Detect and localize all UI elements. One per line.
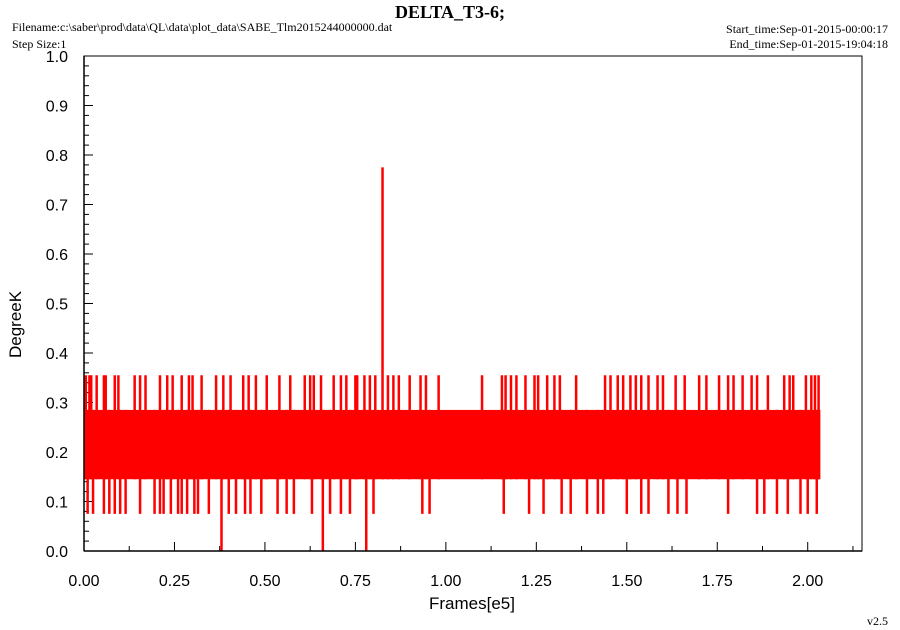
y-tick-label: 0.8	[46, 148, 68, 165]
y-tick-label: 0.6	[46, 247, 68, 264]
y-tick-label: 0.2	[46, 445, 68, 462]
x-axis-label: Frames[e5]	[429, 594, 515, 613]
x-tick-label: 0.00	[68, 573, 99, 590]
x-tick-label: 2.00	[792, 573, 823, 590]
y-tick-label: 0.4	[46, 346, 68, 363]
x-tick-label: 1.25	[521, 573, 552, 590]
step-size-label: Step Size:1	[12, 37, 67, 51]
filename-label: Filename:c:\saber\prod\data\QL\data\plot…	[12, 20, 393, 34]
series-band	[84, 409, 821, 480]
chart-title: DELTA_T3-6;	[394, 2, 506, 22]
y-tick-label: 1.0	[46, 49, 68, 66]
x-tick-label: 0.50	[249, 573, 280, 590]
y-tick-label: 0.0	[46, 544, 68, 561]
y-tick-label: 0.3	[46, 396, 68, 413]
x-tick-label: 1.75	[702, 573, 733, 590]
x-tick-label: 0.75	[340, 573, 371, 590]
y-tick-label: 0.7	[46, 198, 68, 215]
end-time-label: End_time:Sep-01-2015-19:04:18	[729, 37, 888, 51]
y-tick-label: 0.9	[46, 99, 68, 116]
x-tick-label: 0.25	[159, 573, 190, 590]
y-tick-label: 0.1	[46, 495, 68, 512]
version-label: v2.5	[867, 614, 888, 628]
start-time-label: Start_time:Sep-01-2015-00:00:17	[726, 22, 888, 36]
x-tick-label: 1.00	[430, 573, 461, 590]
x-tick-label: 1.50	[611, 573, 642, 590]
y-axis-label: DegreeK	[6, 290, 25, 358]
y-tick-label: 0.5	[46, 297, 68, 314]
